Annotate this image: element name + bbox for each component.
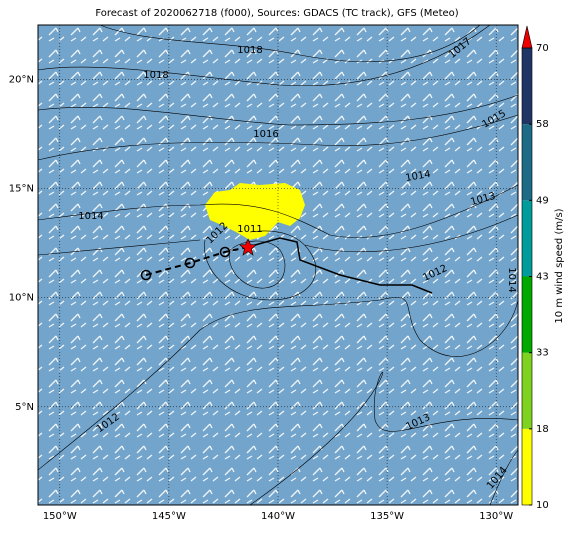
tc-track — [140, 237, 433, 294]
colorbar-tick-label: 70 — [536, 43, 549, 54]
isobar-label: 1014 — [78, 211, 103, 222]
x-tick-label: 150°W — [43, 511, 77, 522]
y-tick-label: 20°N — [9, 75, 34, 86]
colorbar-tick-label: 18 — [536, 424, 549, 435]
colorbar-segment — [522, 48, 532, 125]
map-frame — [37, 24, 519, 506]
wind-swath — [205, 183, 305, 240]
isobar-label: 1011 — [237, 224, 262, 235]
map-title: Forecast of 2020062718 (f000), Sources: … — [95, 8, 458, 19]
y-tick-label: 5°N — [15, 402, 34, 413]
colorbar-segment — [522, 276, 532, 353]
isobar-label: 1014 — [506, 267, 517, 292]
isobar-label: 1018 — [143, 70, 168, 81]
colorbar-tick-label: 33 — [536, 348, 549, 359]
y-tick-label: 10°N — [9, 293, 34, 304]
x-tick-label: 145°W — [152, 511, 186, 522]
x-tick-label: 135°W — [370, 511, 404, 522]
isobar-label: 1018 — [237, 45, 262, 56]
colorbar-segment — [522, 124, 532, 201]
colorbar-extend — [521, 25, 533, 49]
y-tick-label: 15°N — [9, 184, 34, 195]
colorbar-tick-label: 10 — [536, 500, 549, 511]
colorbar-segment — [522, 352, 532, 429]
isobars — [37, 24, 519, 506]
x-tick-label: 130°W — [479, 511, 513, 522]
colorbar-tick-label: 49 — [536, 195, 549, 206]
isobar-label: 1016 — [253, 129, 278, 140]
isobar-label: 1014 — [405, 169, 432, 184]
colorbar-segment — [522, 428, 532, 505]
colorbar-label: 10 m wind speed (m/s) — [554, 208, 565, 323]
x-tick-label: 140°W — [261, 511, 295, 522]
colorbar-tick-label: 43 — [536, 272, 549, 283]
colorbar-tick-label: 58 — [536, 119, 549, 130]
colorbar-segment — [522, 200, 532, 277]
